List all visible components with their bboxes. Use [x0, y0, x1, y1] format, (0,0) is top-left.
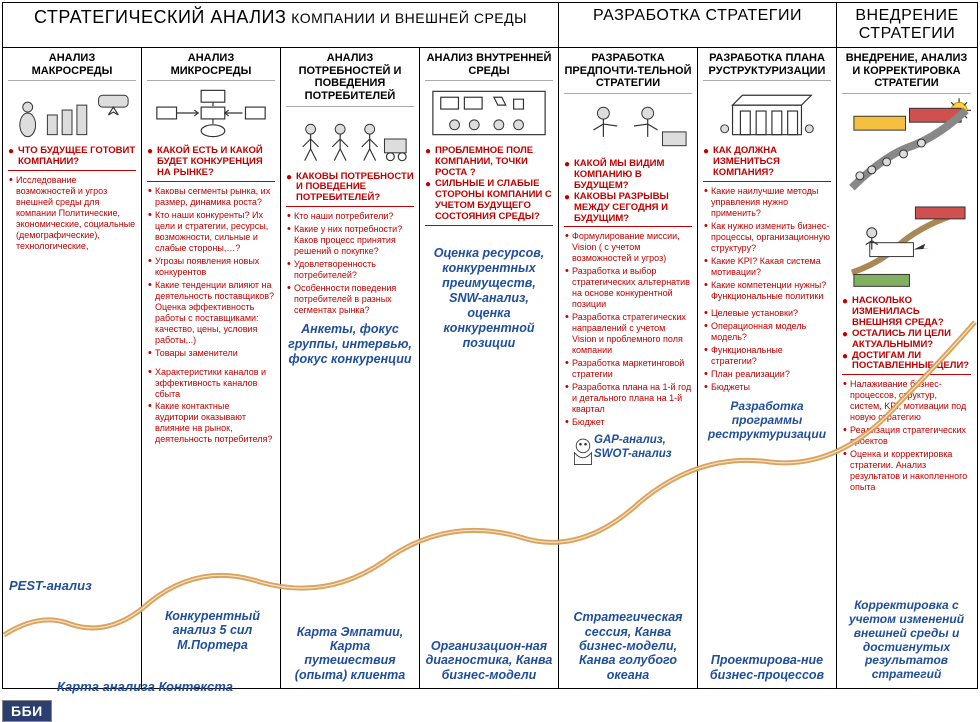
- col-title: АНАЛИЗ ВНУТРЕННЕЙ СРЕДЫ: [425, 52, 553, 81]
- question: ДОСТИГАМ ЛИ ПОСТАВЛЕННЫЕ ЦЕЛИ?: [842, 351, 971, 376]
- bullet: Какие компетенции нужны? Функциональные …: [703, 280, 831, 302]
- header-strategic-analysis: СТРАТЕГИЧЕСКИЙ АНАЛИЗ КОМПАНИИ И ВНЕШНЕЙ…: [3, 3, 559, 47]
- bottom-tool: Проектирова-ние бизнес-процессов: [702, 653, 832, 682]
- sketch-consumer: [286, 111, 414, 167]
- bullet: Какие KPI? Какая система мотивации?: [703, 256, 831, 278]
- col-title: РАЗРАБОТКА ПРЕДПОЧТИ-ТЕЛЬНОЙ СТРАТЕГИИ: [564, 52, 692, 94]
- footer-logo: ББИ: [2, 700, 52, 722]
- sketch-restructure: [703, 85, 831, 141]
- bullet: Операционная модель модель?: [703, 321, 831, 343]
- sketch-internal: [425, 85, 553, 141]
- col-title: РАЗРАБОТКА ПЛАНА РУСТРУКТУРИЗАЦИИ: [703, 52, 831, 81]
- bullet: Характеристики каналов и эффективность к…: [147, 367, 275, 400]
- header-implement: ВНЕДРЕНИЕ СТРАТЕГИИ: [837, 3, 977, 47]
- question: КАКОЙ МЫ ВИДИМ КОМПАНИЮ В БУДУЩЕМ?: [564, 159, 692, 192]
- bullet: Какие у них потребности? Каков процесс п…: [286, 224, 414, 257]
- bullet: Целевые установки?: [703, 308, 831, 319]
- method-blue: Анкеты, фокус группы, интервью, фокус ко…: [288, 322, 412, 367]
- col-strategy-pref: РАЗРАБОТКА ПРЕДПОЧТИ-ТЕЛЬНОЙ СТРАТЕГИИ К…: [559, 48, 698, 688]
- sketch-implement-extra: [842, 203, 971, 291]
- col-internal: АНАЛИЗ ВНУТРЕННЕЙ СРЕДЫ ПРОБЛЕМНОЕ ПОЛЕ …: [420, 48, 559, 688]
- question: ЧТО БУДУЩЕЕ ГОТОВИТ КОМПАНИИ?: [8, 146, 136, 171]
- sketch-micro: [147, 85, 275, 141]
- bullet: Бюджет: [564, 417, 692, 428]
- question: СИЛЬНЫЕ И СЛАБЫЕ СТОРОНЫ КОМПАНИИ С УЧЕТ…: [425, 179, 553, 226]
- col-title: АНАЛИЗ МАКРОСРЕДЫ: [8, 52, 136, 81]
- question: ПРОБЛЕМНОЕ ПОЛЕ КОМПАНИИ, ТОЧКИ РОСТА ?: [425, 146, 553, 179]
- bullet: Товары заменители: [147, 348, 275, 359]
- sketch-implement: [842, 98, 971, 198]
- question: КАКОВЫ ПОТРЕБНОСТИ И ПОВЕДЕНИЕ ПОТРЕБИТЕ…: [286, 172, 414, 208]
- col-micro: АНАЛИЗ МИКРОСРЕДЫ КАКОЙ ЕСТЬ И КАКОЙ БУД…: [142, 48, 281, 688]
- question: НАСКОЛЬКО ИЗМЕНИЛАСЬ ВНЕШНЯЯ СРЕДА?: [842, 296, 971, 329]
- bullet: Реализация стратегических проектов: [842, 425, 971, 447]
- method-blue: Оценка ресурсов, конкурентных преимущест…: [427, 246, 551, 351]
- bullet: Какие наилучшие методы управления нужно …: [703, 186, 831, 219]
- bullet: Формулирование миссии, Vision ( с учетом…: [564, 231, 692, 264]
- col-consumer: АНАЛИЗ ПОТРЕБНОСТЕЙ И ПОВЕДЕНИЯ ПОТРЕБИТ…: [281, 48, 420, 688]
- sketch-macro: [8, 85, 136, 141]
- diagram-frame: СТРАТЕГИЧЕСКИЙ АНАЛИЗ КОМПАНИИ И ВНЕШНЕЙ…: [2, 2, 978, 689]
- question: КАК ДОЛЖНА ИЗМЕНИТЬСЯ КОМПАНИЯ?: [703, 146, 831, 182]
- bottom-tool: Стратегическая сессия, Канва бизнес-моде…: [563, 610, 693, 682]
- porter-label: Конкурентный анализ 5 сил М.Портера: [145, 609, 280, 652]
- method-blue: Разработка программы реструктуризации: [705, 399, 829, 442]
- bullet: Функциональные стратегии?: [703, 345, 831, 367]
- bullet: Исследование возможностей и угроз внешне…: [8, 175, 136, 252]
- bullet: Как нужно изменить бизнес-процессы, орга…: [703, 221, 831, 254]
- method-blue: GAP-анализ, SWOT-анализ: [594, 434, 690, 462]
- sketch-pref: [564, 98, 692, 154]
- pest-label: PEST-анализ: [9, 578, 92, 594]
- bullet: Налаживание бизнес-процессов, структур, …: [842, 379, 971, 423]
- context-map-label: Карта анализа Контекста: [10, 679, 280, 694]
- col-implement: ВНЕДРЕНИЕ, АНАЛИЗ И КОРРЕКТИРОВКА СТРАТЕ…: [837, 48, 976, 688]
- col-title: АНАЛИЗ ПОТРЕБНОСТЕЙ И ПОВЕДЕНИЯ ПОТРЕБИТ…: [286, 52, 414, 107]
- col-restructure: РАЗРАБОТКА ПЛАНА РУСТРУКТУРИЗАЦИИ КАК ДО…: [698, 48, 837, 688]
- bullet: Удовлетворенность потребителей?: [286, 259, 414, 281]
- bullet: Оценка и корректировка стратегии. Анализ…: [842, 449, 971, 493]
- question: ОСТАЛИСЬ ЛИ ЦЕЛИ АКТУАЛЬНЫМИ?: [842, 329, 971, 351]
- question: КАКОЙ ЕСТЬ И КАКОЙ БУДЕТ КОНКУРЕНЦИЯ НА …: [147, 146, 275, 182]
- h1-main: СТРАТЕГИЧЕСКИЙ АНАЛИЗ: [34, 7, 286, 27]
- bottom-tool: Организацион-ная диагностика, Канва бизн…: [424, 639, 554, 682]
- bullet: Разработка плана на 1-й год и детального…: [564, 382, 692, 415]
- columns: АНАЛИЗ МАКРОСРЕДЫ ЧТО БУДУЩЕЕ ГОТОВИТ КО…: [3, 48, 977, 688]
- col-title: АНАЛИЗ МИКРОСРЕДЫ: [147, 52, 275, 81]
- bullet: Кто наши конкуренты? Их цели и стратегии…: [147, 210, 275, 254]
- question: КАКОВЫ РАЗРЫВЫ МЕЖДУ СЕГОДНЯ И БУДУЩИМ?: [564, 192, 692, 228]
- col-macro: АНАЛИЗ МАКРОСРЕДЫ ЧТО БУДУЩЕЕ ГОТОВИТ КО…: [3, 48, 142, 688]
- bullet: Угрозы появления новых конкурентов: [147, 256, 275, 278]
- bullet: Кто наши потребители?: [286, 211, 414, 222]
- bullet: Особенности поведения потребителей в раз…: [286, 283, 414, 316]
- bottom-tool: Корректировка с учетом изменений внешней…: [841, 599, 972, 682]
- bullet: Какие тенденции влияют на деятельность п…: [147, 280, 275, 346]
- bottom-tool: Карта Эмпатии, Карта путешествия (опыта)…: [285, 625, 415, 683]
- bullet: Разработка маркетинговой стратегии: [564, 358, 692, 380]
- bullet: План реализации?: [703, 369, 831, 380]
- header-strategy-dev: РАЗРАБОТКА СТРАТЕГИИ: [559, 3, 837, 47]
- bullet: Каковы сегменты рынка, их размер, динами…: [147, 186, 275, 208]
- bullet: Разработка стратегических направлений с …: [564, 312, 692, 356]
- bullet: Бюджеты: [703, 382, 831, 393]
- header-row: СТРАТЕГИЧЕСКИЙ АНАЛИЗ КОМПАНИИ И ВНЕШНЕЙ…: [3, 3, 977, 48]
- bullet: Какие контактные аудитории оказывают вли…: [147, 401, 275, 445]
- col-title: ВНЕДРЕНИЕ, АНАЛИЗ И КОРРЕКТИРОВКА СТРАТЕ…: [842, 52, 971, 94]
- bullet: Разработка и выбор стратегических альтер…: [564, 266, 692, 310]
- h1-sub: КОМПАНИИ И ВНЕШНЕЙ СРЕДЫ: [291, 10, 527, 26]
